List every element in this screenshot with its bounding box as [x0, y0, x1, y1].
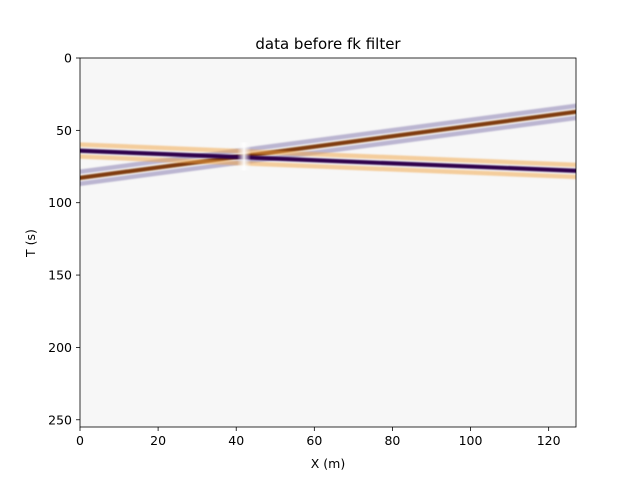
seismic-events [80, 103, 576, 187]
x-tick-label: 20 [150, 433, 166, 448]
event-1-side-lobe-2 [80, 115, 576, 187]
event-2-center [80, 148, 576, 173]
x-tick-label: 120 [537, 433, 561, 448]
event-2 [80, 142, 576, 180]
chart-title: data before fk filter [255, 35, 401, 53]
event-1-center [80, 109, 576, 180]
x-tick-label: 60 [306, 433, 322, 448]
crossing-gap [237, 142, 252, 171]
plot-background [80, 58, 576, 427]
y-tick-label: 0 [64, 51, 72, 66]
y-tick-label: 250 [48, 412, 72, 427]
x-tick-label: 0 [76, 433, 84, 448]
plot-frame [79, 57, 577, 428]
x-axis-title: X (m) [311, 456, 345, 471]
y-axis: 0 50 100 150 200 250 [48, 51, 80, 427]
x-tick-label: 100 [459, 433, 483, 448]
event-2-side-lobe-2 [80, 154, 576, 180]
y-tick-label: 50 [56, 123, 72, 138]
x-axis: 0 20 40 60 80 100 120 [76, 427, 561, 448]
y-tick-label: 150 [48, 268, 72, 283]
x-tick-label: 80 [384, 433, 400, 448]
y-tick-label: 100 [48, 195, 72, 210]
y-tick-label: 200 [48, 340, 72, 355]
event-2-side-lobe-1 [80, 142, 576, 168]
y-axis-title: T (s) [23, 229, 38, 258]
x-tick-label: 40 [228, 433, 244, 448]
